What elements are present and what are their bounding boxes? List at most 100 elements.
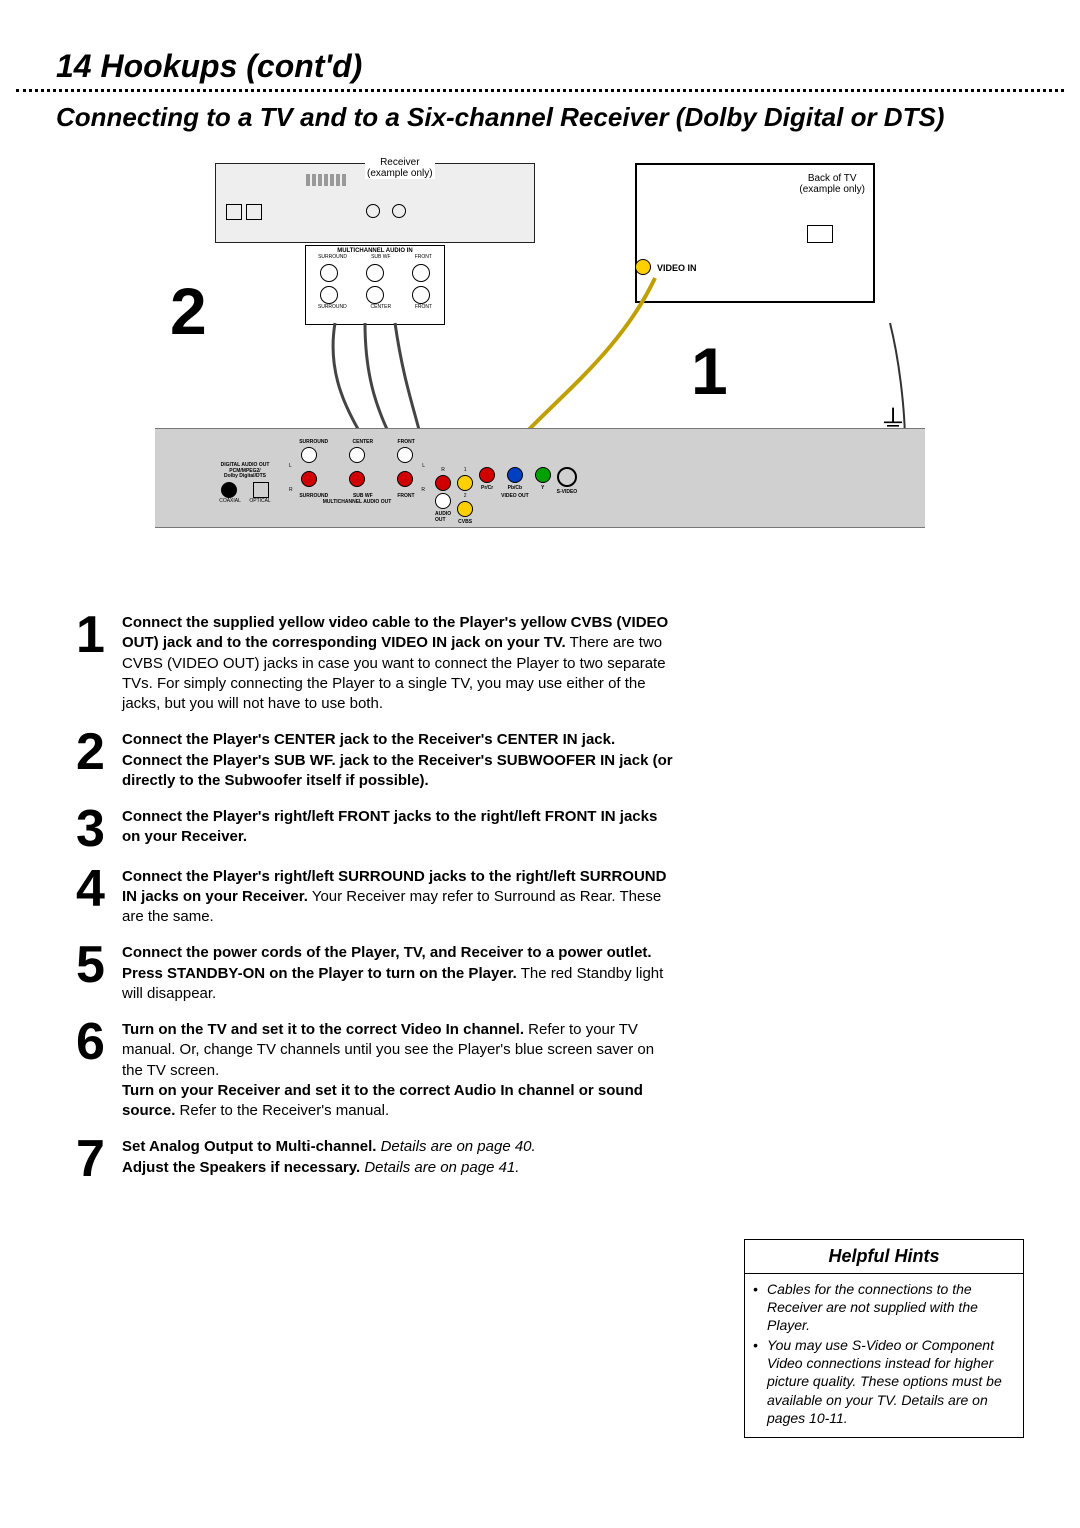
step-text: Connect the Player's right/left FRONT ja… xyxy=(122,807,676,848)
bullet-icon: • xyxy=(753,1336,767,1427)
step-number: 1 xyxy=(76,615,122,657)
step-3: 3 Connect the Player's right/left FRONT … xyxy=(76,807,676,851)
steps-list: 1 Connect the supplied yellow video cabl… xyxy=(76,613,676,1181)
step-bold-2: Adjust the Speakers if necessary. xyxy=(122,1159,360,1176)
jack-subwf xyxy=(349,471,365,487)
output-jacks-row: R AUDIO OUT 1 2 CVBS Pr/Cr xyxy=(435,467,577,525)
audio-out-r xyxy=(435,475,451,491)
svideo-label: S-VIDEO xyxy=(557,489,578,495)
step-bold: Connect the Player's right/left FRONT ja… xyxy=(122,808,657,845)
pb-label: Pb/Cb xyxy=(508,485,522,491)
step-number: 4 xyxy=(76,869,122,911)
hint-item: • Cables for the connections to the Rece… xyxy=(753,1280,1015,1335)
r-mark: R xyxy=(441,467,445,473)
step-italic: Details are on page 40. xyxy=(376,1138,535,1155)
video-in-label: VIDEO IN xyxy=(657,263,697,273)
step-number: 7 xyxy=(76,1139,122,1181)
surround-label: SURROUND xyxy=(299,439,328,445)
step-text: Connect the power cords of the Player, T… xyxy=(122,943,676,1004)
audio-out-l xyxy=(435,493,451,509)
digital-audio-out-label: DIGITAL AUDIO OUT PCM/MPEG2/ Dolby Digit… xyxy=(215,463,275,480)
diagram-callout-2: 2 xyxy=(170,273,207,349)
hookup-diagram: Receiver (example only) Back of TV (exam… xyxy=(155,163,925,573)
num-2: 2 xyxy=(464,493,467,499)
pb-jack xyxy=(507,467,523,483)
pr-jack xyxy=(479,467,495,483)
l-label: L xyxy=(289,463,292,469)
optical-label: OPTICAL xyxy=(249,498,270,504)
step-rest-2: Refer to the Receiver's manual. xyxy=(175,1102,389,1119)
cvbs-2 xyxy=(457,501,473,517)
jack-front-l xyxy=(397,447,413,463)
step-2: 2 Connect the Player's CENTER jack to th… xyxy=(76,730,676,791)
receiver-port xyxy=(226,204,242,220)
step-1: 1 Connect the supplied yellow video cabl… xyxy=(76,613,676,714)
bullet-icon: • xyxy=(753,1280,767,1335)
video-out-label: VIDEO OUT xyxy=(501,493,529,499)
hints-list: • Cables for the connections to the Rece… xyxy=(745,1274,1023,1438)
mc-col-label: FRONT xyxy=(415,254,432,260)
jack-front-r xyxy=(397,471,413,487)
mc-jack xyxy=(320,286,338,304)
multichannel-in-panel: MULTICHANNEL AUDIO IN SURROUND SUB WF FR… xyxy=(305,245,445,325)
y-label: Y xyxy=(541,485,544,491)
mc-col-label: SURROUND xyxy=(318,254,347,260)
y-jack xyxy=(535,467,551,483)
mc-jack xyxy=(366,264,384,282)
step-number: 2 xyxy=(76,732,122,774)
pr-label: Pr/Cr xyxy=(481,485,493,491)
helpful-hints-box: Helpful Hints • Cables for the connectio… xyxy=(744,1239,1024,1439)
step-bold: Connect the Player's CENTER jack to the … xyxy=(122,731,673,789)
mc-jack xyxy=(412,264,430,282)
front-label-b: FRONT xyxy=(397,493,414,499)
cvbs-label: CVBS xyxy=(458,519,472,525)
audio-out-label: AUDIO OUT xyxy=(435,511,451,523)
step-text: Set Analog Output to Multi-channel. Deta… xyxy=(122,1137,536,1178)
center-label: CENTER xyxy=(353,439,374,445)
digital-audio-out-group: DIGITAL AUDIO OUT PCM/MPEG2/ Dolby Digit… xyxy=(215,463,275,499)
step-7: 7 Set Analog Output to Multi-channel. De… xyxy=(76,1137,676,1181)
step-text: Connect the Player's right/left SURROUND… xyxy=(122,867,676,928)
jack-surround-l xyxy=(301,447,317,463)
cvbs-1 xyxy=(457,475,473,491)
r-label: R xyxy=(289,487,293,493)
mc-row-label: FRONT xyxy=(415,304,432,310)
jack-surround-r xyxy=(301,471,317,487)
tv-small-icon xyxy=(807,225,833,243)
optical-jack xyxy=(253,482,269,498)
mc-jack xyxy=(320,264,338,282)
hint-item: • You may use S-Video or Component Video… xyxy=(753,1336,1015,1427)
mc-jack xyxy=(366,286,384,304)
receiver-jack xyxy=(392,204,406,218)
step-6: 6 Turn on the TV and set it to the corre… xyxy=(76,1020,676,1121)
step-text: Connect the supplied yellow video cable … xyxy=(122,613,676,714)
receiver-label: Receiver (example only) xyxy=(365,157,435,179)
step-text: Connect the Player's CENTER jack to the … xyxy=(122,730,676,791)
step-5: 5 Connect the power cords of the Player,… xyxy=(76,943,676,1004)
mc-col-label: SUB WF xyxy=(371,254,390,260)
multichannel-out-group: SURROUND CENTER FRONT L L xyxy=(287,439,427,503)
dotted-rule xyxy=(16,89,1064,92)
l-label: L xyxy=(422,463,425,469)
svideo-jack xyxy=(557,467,577,487)
tv-label: Back of TV (example only) xyxy=(799,173,865,195)
step-bold: Connect the power cords of the Player, T… xyxy=(122,944,652,961)
multichannel-in-label: MULTICHANNEL AUDIO IN xyxy=(306,246,444,254)
receiver-jack xyxy=(366,204,380,218)
hint-text: Cables for the connections to the Receiv… xyxy=(767,1280,1015,1335)
coaxial-jack xyxy=(221,482,237,498)
front-label-top: FRONT xyxy=(398,439,415,445)
step-4: 4 Connect the Player's right/left SURROU… xyxy=(76,867,676,928)
tv-back-box: Back of TV (example only) VIDEO IN xyxy=(635,163,875,303)
step-italic-2: Details are on page 41. xyxy=(360,1159,519,1176)
mc-row-label: SURROUND xyxy=(318,304,347,310)
step-bold: Turn on the TV and set it to the correct… xyxy=(122,1021,524,1038)
step-bold-2: Press STANDBY-ON on the Player to turn o… xyxy=(122,965,517,982)
step-number: 5 xyxy=(76,945,122,987)
page-header: 14 Hookups (cont'd) xyxy=(56,48,1024,85)
mc-jack xyxy=(412,286,430,304)
page-subtitle: Connecting to a TV and to a Six-channel … xyxy=(56,102,1024,133)
mc-row-label: CENTER xyxy=(371,304,392,310)
r-label: R xyxy=(421,487,425,493)
player-back-panel: DIGITAL AUDIO OUT PCM/MPEG2/ Dolby Digit… xyxy=(155,428,925,528)
